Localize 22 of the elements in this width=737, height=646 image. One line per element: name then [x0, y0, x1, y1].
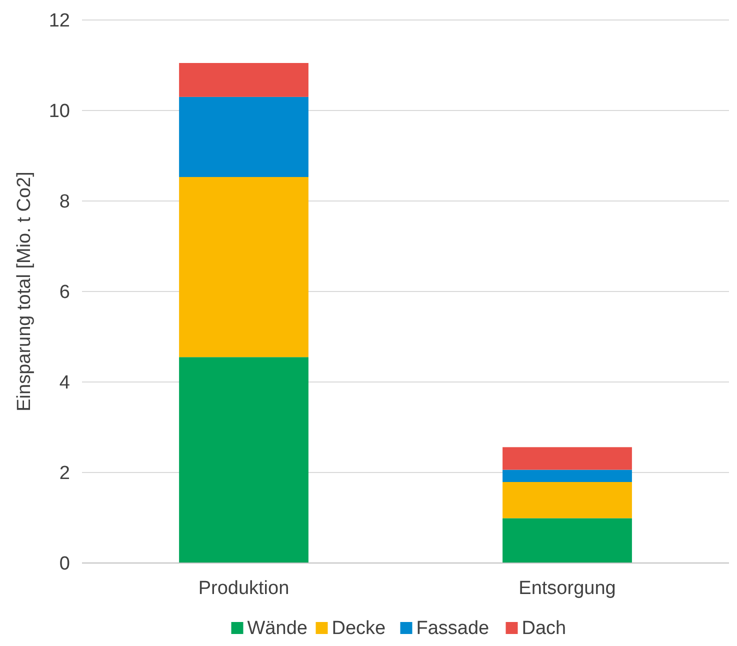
bar — [179, 62, 308, 97]
x-tick-label: Produktion — [198, 578, 290, 599]
bar — [179, 357, 308, 563]
bar — [502, 518, 632, 563]
bar — [502, 447, 632, 470]
legend-label: Wände — [247, 618, 308, 639]
bar — [179, 96, 308, 178]
y-tick-label: 4 — [59, 372, 70, 394]
legend-label: Dach — [522, 618, 566, 639]
bar — [502, 470, 632, 482]
x-tick-label: Entsorgung — [518, 578, 616, 599]
y-tick-label: 12 — [48, 10, 70, 32]
legend-label: Fassade — [416, 618, 490, 639]
y-tick-label: 8 — [59, 192, 70, 213]
y-tick-label: 0 — [59, 554, 70, 575]
y-axis-title: Einsparung total [Mio. t Co2] — [14, 172, 35, 412]
bar — [502, 482, 632, 518]
y-tick-label: 6 — [59, 282, 70, 304]
legend-label: Decke — [332, 618, 386, 639]
bar — [179, 177, 308, 358]
y-tick-label: 2 — [59, 463, 70, 484]
y-tick-label: 10 — [48, 101, 70, 122]
